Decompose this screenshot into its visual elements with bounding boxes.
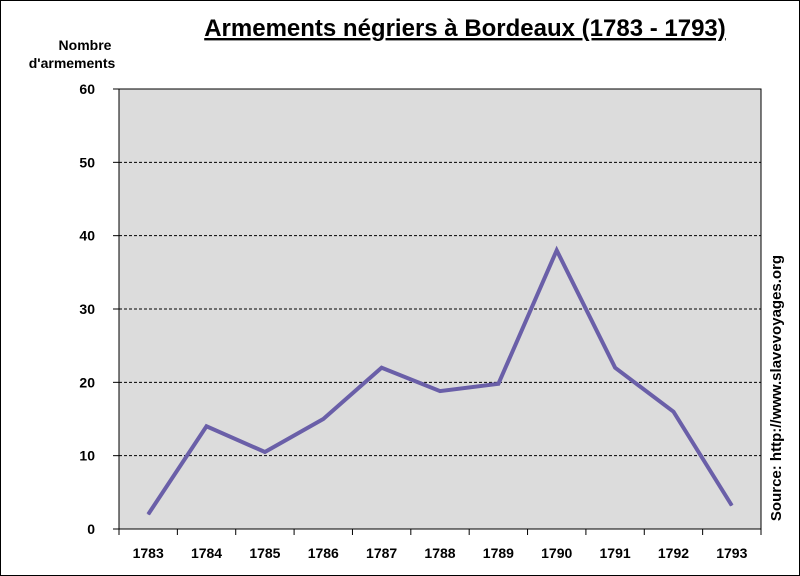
- data-point: [731, 505, 733, 507]
- x-tick-label: 1788: [424, 545, 455, 561]
- y-tick-labels: 0 10 20 30 40 50 60: [79, 81, 95, 537]
- chart-title: Armements négriers à Bordeaux (1783 - 17…: [204, 15, 726, 42]
- y-tick-label: 0: [87, 521, 95, 537]
- data-point: [147, 513, 149, 515]
- y-tick-label: 10: [79, 448, 95, 464]
- y-tick-label: 50: [79, 154, 95, 170]
- y-tick-label: 60: [79, 81, 95, 97]
- y-tick-label: 30: [79, 301, 95, 317]
- x-tick-label: 1786: [308, 545, 339, 561]
- data-point: [497, 383, 499, 385]
- data-point: [439, 390, 441, 392]
- x-tick-label: 1789: [483, 545, 514, 561]
- y-axis-label-line1: Nombre: [59, 37, 112, 53]
- x-tick-label: 1791: [600, 545, 631, 561]
- data-point: [614, 367, 616, 369]
- data-point: [206, 425, 208, 427]
- x-tick-label: 1783: [133, 545, 164, 561]
- data-point: [322, 418, 324, 420]
- x-tick-label: 1784: [191, 545, 222, 561]
- x-tick-labels: 1783 1784 1785 1786 1787 1788 1789 1790 1791 1792…: [133, 545, 748, 561]
- data-point: [381, 367, 383, 369]
- y-tick-label: 40: [79, 228, 95, 244]
- y-axis-label-line2: d'armements: [29, 55, 116, 71]
- data-point: [672, 411, 674, 413]
- data-point: [556, 249, 558, 251]
- grid-lines: [113, 88, 762, 535]
- x-tick-label: 1785: [249, 545, 280, 561]
- x-tick-label: 1790: [541, 545, 572, 561]
- series-group: [146, 245, 734, 516]
- x-tick-label: 1792: [658, 545, 689, 561]
- x-tick-label: 1787: [366, 545, 397, 561]
- y-tick-label: 20: [79, 374, 95, 390]
- data-point: [264, 451, 266, 453]
- source-note: Source: http://www.slavevoyages.org: [768, 255, 785, 521]
- x-tick-label: 1793: [716, 545, 747, 561]
